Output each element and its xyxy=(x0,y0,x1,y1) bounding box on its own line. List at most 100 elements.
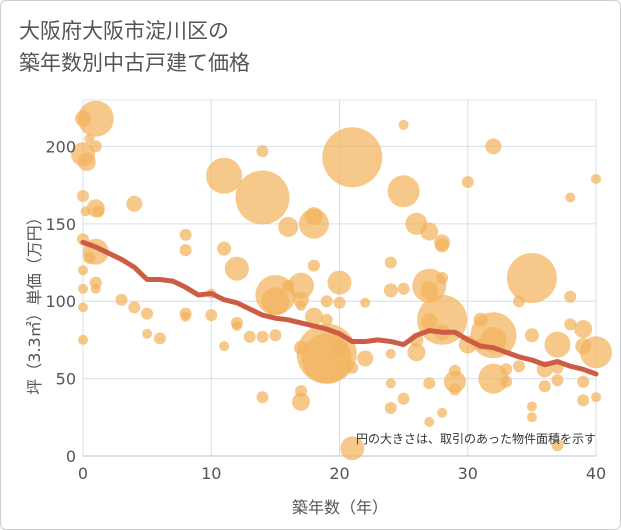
data-bubble xyxy=(301,333,352,384)
data-bubble xyxy=(513,360,525,373)
x-tick-label: 0 xyxy=(78,464,88,483)
data-bubble xyxy=(485,138,502,155)
y-tick-label: 200 xyxy=(45,137,76,156)
data-bubble xyxy=(92,205,105,218)
data-bubble xyxy=(243,330,256,343)
data-bubble xyxy=(383,283,398,298)
data-bubble xyxy=(331,339,348,356)
data-bubble xyxy=(298,208,329,239)
data-bubble xyxy=(436,272,449,284)
data-bubble xyxy=(580,336,612,369)
data-bubble xyxy=(360,297,371,308)
data-bubble xyxy=(78,283,88,294)
size-note: 円の大きさは、取引のあった物件面積を示す xyxy=(356,431,596,446)
data-bubble xyxy=(320,313,333,326)
data-bubble xyxy=(142,328,153,339)
data-bubble xyxy=(179,244,192,257)
data-bubble xyxy=(565,192,576,203)
data-bubble xyxy=(538,380,551,393)
data-bubble xyxy=(420,222,439,241)
data-bubble xyxy=(292,392,310,411)
data-bubble xyxy=(269,329,282,342)
data-bubble xyxy=(500,375,513,388)
x-tick-label: 10 xyxy=(201,464,221,483)
data-bubble xyxy=(235,170,290,225)
data-bubble xyxy=(524,328,539,343)
data-bubble xyxy=(398,119,409,130)
x-axis-title: 築年数（年） xyxy=(292,498,388,517)
data-bubble xyxy=(256,145,269,158)
data-bubble xyxy=(288,272,314,299)
data-bubble xyxy=(205,309,218,322)
data-bubble xyxy=(387,175,420,208)
data-bubble xyxy=(78,302,88,313)
data-bubble xyxy=(327,270,352,295)
data-bubble xyxy=(564,318,577,331)
chart-title: 大阪府大阪市淀川区の 築年数別中古戸建て価格 xyxy=(19,15,250,79)
data-bubble xyxy=(385,378,396,389)
data-bubble xyxy=(333,296,346,309)
data-bubble xyxy=(551,439,564,452)
data-bubble xyxy=(526,412,537,423)
data-bubble xyxy=(591,392,601,403)
data-bubble xyxy=(126,195,143,212)
data-bubble xyxy=(384,256,397,269)
data-bubble xyxy=(278,216,299,237)
trend-line xyxy=(80,239,599,377)
data-bubble xyxy=(424,416,435,427)
data-bubble xyxy=(448,383,461,396)
data-bubble xyxy=(551,374,564,387)
data-bubble xyxy=(141,307,154,320)
data-bubble xyxy=(544,331,571,358)
data-bubble xyxy=(506,253,557,303)
data-bubble xyxy=(435,238,450,253)
data-bubble xyxy=(115,293,128,306)
title-line-2: 築年数別中古戸建て価格 xyxy=(19,51,250,75)
y-tick-label: 150 xyxy=(45,215,76,234)
data-bubble xyxy=(231,321,242,331)
data-bubble xyxy=(397,392,410,405)
data-bubble xyxy=(346,361,359,374)
data-bubble xyxy=(90,283,101,294)
data-bubble xyxy=(385,348,396,359)
bubble-layer xyxy=(71,100,612,461)
data-bubble xyxy=(423,377,436,390)
data-bubble xyxy=(78,265,88,276)
data-bubble xyxy=(307,259,320,272)
data-bubble xyxy=(407,343,426,362)
data-bubble xyxy=(420,281,439,300)
y-tick-label: 0 xyxy=(66,447,76,466)
y-tick-label: 100 xyxy=(45,292,76,311)
data-bubble xyxy=(128,301,141,314)
data-bubble xyxy=(526,401,537,412)
data-bubble xyxy=(296,300,306,311)
data-bubble xyxy=(322,127,383,188)
data-bubble xyxy=(261,287,290,316)
data-bubble xyxy=(437,407,448,418)
data-bubble xyxy=(77,100,114,137)
data-bubble xyxy=(340,436,365,461)
data-bubble xyxy=(206,157,243,194)
data-bubble xyxy=(577,375,590,388)
data-bubble xyxy=(256,330,269,343)
data-bubble xyxy=(180,311,191,322)
x-tick-label: 30 xyxy=(458,464,478,483)
data-bubble xyxy=(217,241,232,256)
x-tick-label: 20 xyxy=(329,464,349,483)
x-tick-label: 40 xyxy=(586,464,606,483)
y-axis-title: 坪（3.3㎡）単価（万円） xyxy=(25,209,44,394)
data-bubble xyxy=(77,190,89,202)
data-bubble xyxy=(219,341,230,352)
data-bubble xyxy=(84,133,95,144)
data-bubble xyxy=(153,332,166,345)
data-bubble xyxy=(320,295,333,308)
data-bubble xyxy=(591,173,601,184)
data-bubble xyxy=(574,320,593,339)
data-bubble xyxy=(564,290,577,303)
data-bubble xyxy=(256,391,269,404)
data-bubble xyxy=(77,152,96,171)
data-bubble xyxy=(78,334,88,345)
y-tick-label: 50 xyxy=(56,370,76,389)
data-bubble xyxy=(461,176,474,188)
